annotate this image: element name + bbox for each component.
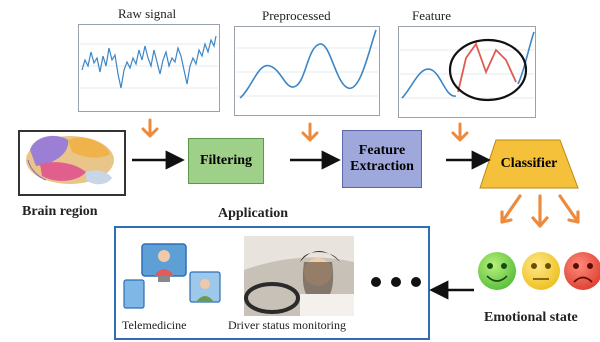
raw-signal-title: Raw signal [118, 6, 177, 21]
classifier-to-emotion-arrows [500, 194, 580, 228]
feature-wave [400, 31, 535, 102]
brain-icon [26, 135, 114, 185]
classifier-box [479, 139, 579, 189]
happy-face-features [486, 262, 508, 282]
neutral-emoji-icon [522, 252, 560, 290]
feature-extraction-box: Feature Extraction [342, 130, 422, 188]
application-label: Application [218, 206, 289, 221]
driver-scene-icon [244, 236, 354, 316]
feature-extraction-label-1: Feature [358, 143, 406, 158]
telemedicine-label: Telemedicine [122, 318, 187, 332]
classifier-label-wrap: Classifier [484, 140, 574, 188]
more-applications-dots [371, 277, 421, 287]
brain-region-label: Brain region [22, 204, 98, 219]
feature-highlight-circle [448, 38, 528, 102]
filtering-box: Filtering [188, 138, 264, 184]
feature-title: Feature [412, 8, 451, 23]
telemedicine-devices-icon [123, 243, 221, 309]
preprocessed-wave [236, 29, 378, 99]
classifier-label: Classifier [500, 156, 558, 171]
driver-monitoring-label: Driver status monitoring [228, 318, 346, 332]
raw-signal-wave [80, 35, 218, 89]
sad-face-features [572, 262, 593, 283]
raw-signal-plot [78, 24, 220, 112]
feature-extraction-label-2: Extraction [350, 159, 414, 174]
preprocessed-title: Preprocessed [262, 8, 331, 23]
orange-down-arrows [141, 118, 469, 142]
filtering-label: Filtering [199, 153, 253, 168]
feature-plot [398, 26, 536, 118]
happy-emoji-icon [478, 252, 516, 290]
neutral-face-features [530, 262, 551, 280]
emotional-state-label: Emotional state [484, 310, 578, 325]
sad-emoji-icon [564, 252, 600, 290]
